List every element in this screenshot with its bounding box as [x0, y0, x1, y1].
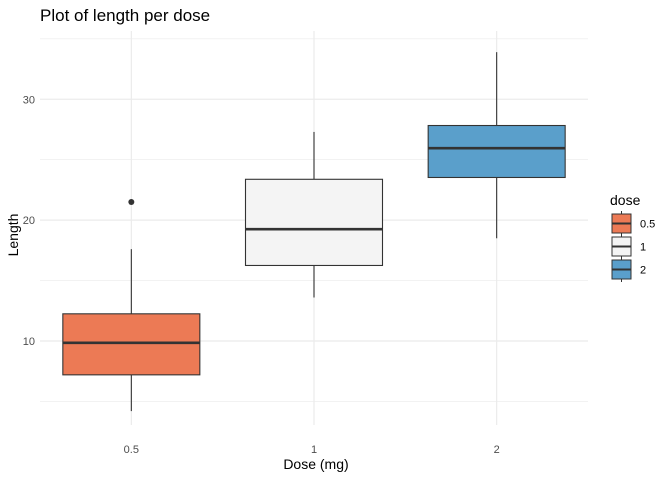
y-axis-title: Length	[5, 214, 21, 257]
box-rect	[244, 178, 384, 267]
legend-label: 0.5	[640, 219, 655, 231]
legend-key-0.5	[611, 211, 632, 236]
legend-label: 1	[640, 242, 646, 254]
box-rect	[427, 124, 566, 179]
chart-title: Plot of length per dose	[40, 6, 210, 25]
box-rect	[62, 313, 201, 376]
legend-title: dose	[610, 192, 641, 208]
legend-key-2	[611, 257, 632, 282]
x-tick-label: 2	[494, 444, 500, 456]
legend-key-1	[611, 234, 632, 259]
y-tick-label: 20	[23, 215, 35, 227]
x-axis-title: Dose (mg)	[283, 456, 348, 472]
box-2	[427, 52, 566, 239]
legend: dose 0.5 1 2	[610, 192, 655, 282]
boxes	[62, 52, 566, 412]
outlier-point	[128, 199, 135, 206]
legend-label: 2	[640, 265, 646, 277]
x-tick-label: 0.5	[124, 444, 139, 456]
y-tick-label: 10	[23, 336, 35, 348]
box-0.5	[62, 199, 201, 412]
box-1	[244, 131, 384, 298]
y-tick-labels: 10 20 30	[23, 94, 35, 348]
y-tick-label: 30	[23, 94, 35, 106]
x-tick-labels: 0.5 1 2	[124, 444, 500, 456]
x-tick-label: 1	[311, 444, 317, 456]
